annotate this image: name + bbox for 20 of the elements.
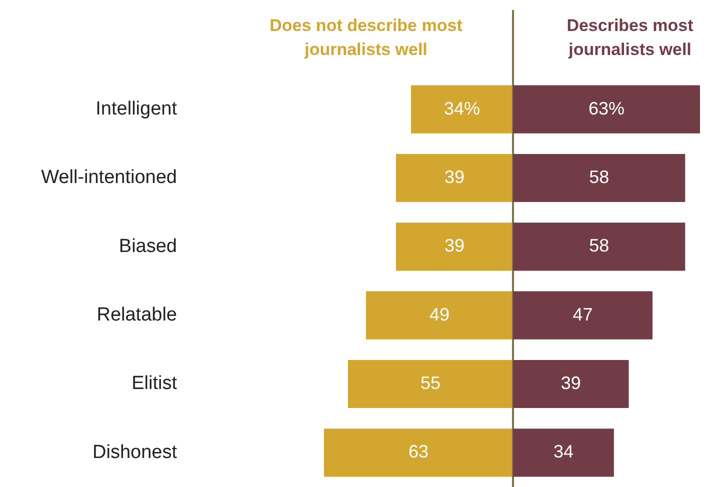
- data-label: 39: [444, 166, 465, 187]
- y-tick-label: Elitist: [132, 373, 178, 394]
- y-tick-label: Intelligent: [96, 98, 178, 120]
- data-label: 63%: [588, 98, 625, 118]
- data-label: 34%: [444, 98, 480, 118]
- data-label: 39: [444, 236, 465, 256]
- y-tick-label: Well-intentioned: [41, 167, 177, 188]
- data-label: 58: [589, 166, 610, 187]
- data-label: 34: [553, 442, 574, 462]
- y-tick-label: Relatable: [96, 304, 177, 326]
- series-label: Describes most journalists well: [566, 15, 694, 61]
- y-tick-label: Dishonest: [92, 442, 178, 463]
- data-label: 39: [560, 372, 581, 393]
- data-label: 63: [408, 442, 429, 462]
- data-label: 55: [420, 372, 441, 393]
- data-label: 47: [572, 304, 593, 324]
- data-label: 49: [429, 304, 450, 324]
- y-tick-label: Biased: [118, 236, 177, 257]
- series-label: Does not describe most journalists well: [268, 15, 464, 61]
- data-label: 58: [589, 236, 610, 256]
